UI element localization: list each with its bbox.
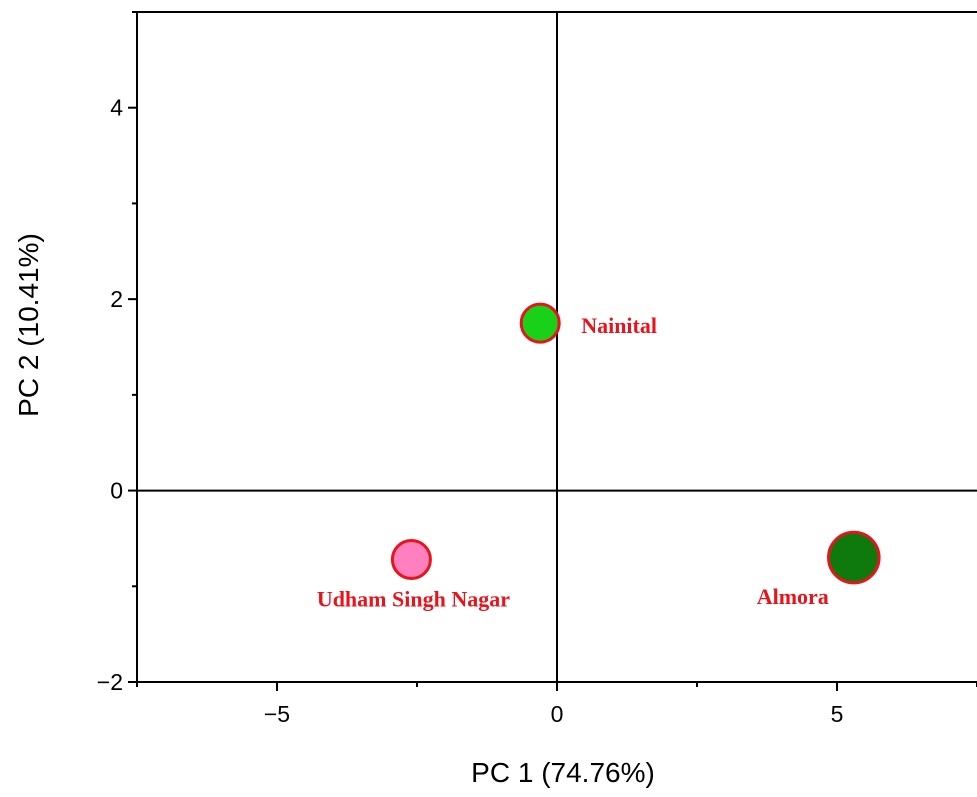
y-tick-label: 2 [110,286,123,312]
point-udham-singh-nagar [390,538,432,580]
point-nainital [519,302,561,344]
point-almora [827,530,881,585]
ticks-layer: −5 0 5 −2 0 2 4 [97,11,977,727]
x-tick-label: 0 [551,701,564,727]
y-tick-label: 0 [110,478,123,504]
point-label-nainital: Nainital [581,313,657,338]
y-tick-label: 4 [110,95,123,121]
point-labels-layer: Nainital Udham Singh Nagar Almora [317,313,829,611]
point-label-udham-singh-nagar: Udham Singh Nagar [317,586,510,611]
x-axis-title: PC 1 (74.76%) [471,757,655,788]
point-label-almora: Almora [757,584,829,609]
y-axis-title: PC 2 (10.41%) [13,233,44,417]
y-tick-label: −2 [97,669,123,695]
x-tick-label: −5 [264,701,290,727]
points-layer [390,302,881,585]
x-tick-label: 5 [831,701,844,727]
